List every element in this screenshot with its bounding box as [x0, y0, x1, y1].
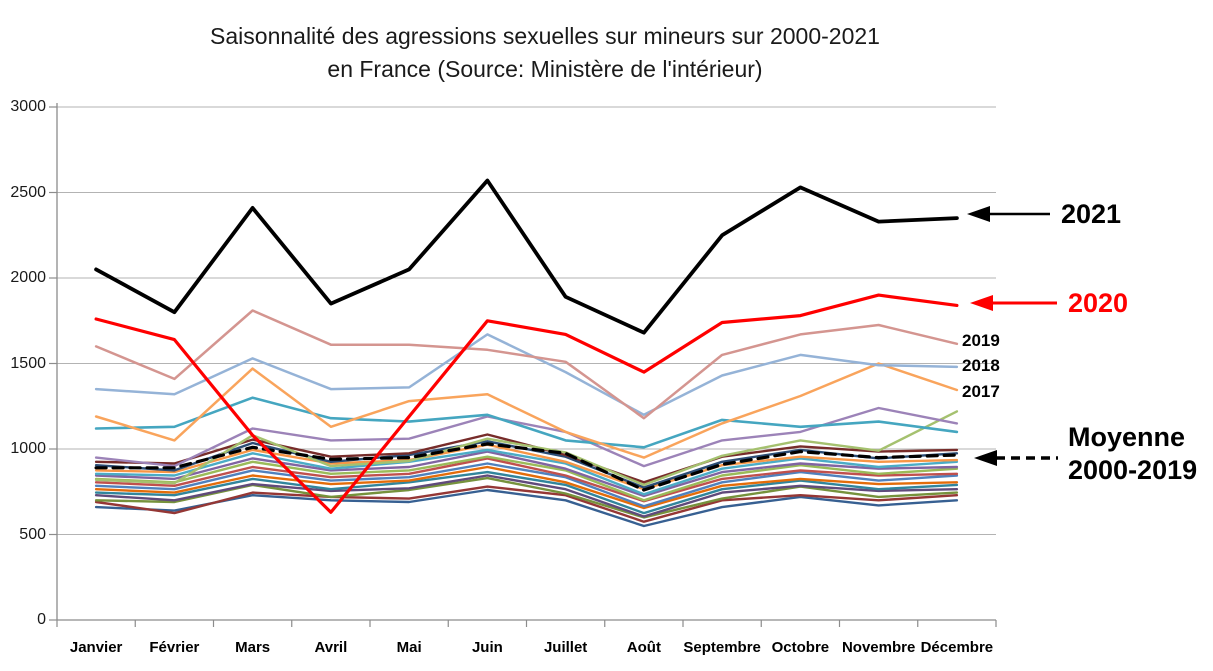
y-axis-label-1000: 1000: [10, 440, 46, 457]
x-axis-label-4: Mai: [396, 639, 422, 656]
series-line-2008: [94, 455, 959, 502]
arrow-2021-head: [967, 206, 990, 222]
y-axis-label-3000: 3000: [10, 98, 46, 115]
series-line-2009: [94, 450, 959, 498]
series-line-2010: [94, 448, 959, 496]
series-line-2018: [94, 333, 959, 417]
x-axis-label-5: Juin: [471, 639, 503, 656]
chart-title-line2: en France (Source: Ministère de l'intéri…: [327, 56, 763, 82]
x-axis-label-3: Avril: [314, 639, 348, 656]
arrow-moyenne-head: [974, 450, 997, 466]
annotation-moyenne-line2: 2000-2019: [1068, 455, 1198, 485]
series-line-2020: [94, 293, 959, 514]
arrow-2020-head: [970, 295, 993, 311]
x-axis-label-0: Janvier: [69, 639, 123, 656]
x-axis-label-6: Juillet: [543, 639, 588, 656]
series-line-2005: [94, 465, 959, 510]
chart-title-line1: Saisonnalité des agressions sexuelles su…: [210, 23, 880, 49]
x-axis-label-2: Mars: [235, 639, 271, 656]
series-line-2015: [94, 406, 959, 468]
annotation-2018: 2018: [962, 356, 1000, 375]
series-line-2001: [94, 485, 959, 523]
y-axis-label-1500: 1500: [10, 354, 46, 372]
x-axis-label-1: Février: [149, 639, 200, 656]
series-line-2017: [94, 362, 959, 459]
series-line-2000: [94, 488, 959, 528]
y-axis-label-0: 0: [37, 611, 46, 628]
y-axis-label-500: 500: [19, 525, 46, 543]
chart-title: Saisonnalité des agressions sexuelles su…: [40, 20, 1050, 86]
annotation-moyenne-line1: Moyenne: [1068, 422, 1186, 452]
annotation-2017: 2017: [962, 382, 1000, 401]
series-line-2003: [94, 474, 959, 518]
series-line-2019: [94, 309, 959, 420]
series-line-2007: [94, 457, 959, 503]
series-line-2011: [94, 443, 959, 491]
x-axis-label-8: Septembre: [683, 639, 761, 656]
series-line-2004: [94, 470, 959, 515]
x-axis-label-10: Novembre: [841, 639, 916, 656]
x-axis-label-7: Août: [626, 639, 661, 656]
annotation-2021: 2021: [1061, 199, 1122, 229]
series-line-2014: [94, 410, 959, 487]
series-line-2016: [94, 396, 959, 449]
y-axis-label-2500: 2500: [10, 183, 46, 201]
annotation-moyenne: Moyenne 2000-2019: [1068, 421, 1197, 487]
y-axis-label-2000: 2000: [10, 269, 46, 286]
series-line-2006: [94, 462, 959, 508]
x-axis-label-9: Octobre: [771, 639, 830, 656]
x-axis-label-11: Décembre: [920, 639, 994, 656]
series-line-moyenne-2000-2019: [94, 442, 959, 492]
annotation-2019: 2019: [962, 331, 1000, 350]
annotation-2020: 2020: [1068, 288, 1129, 318]
series-line-2021: [94, 178, 959, 335]
